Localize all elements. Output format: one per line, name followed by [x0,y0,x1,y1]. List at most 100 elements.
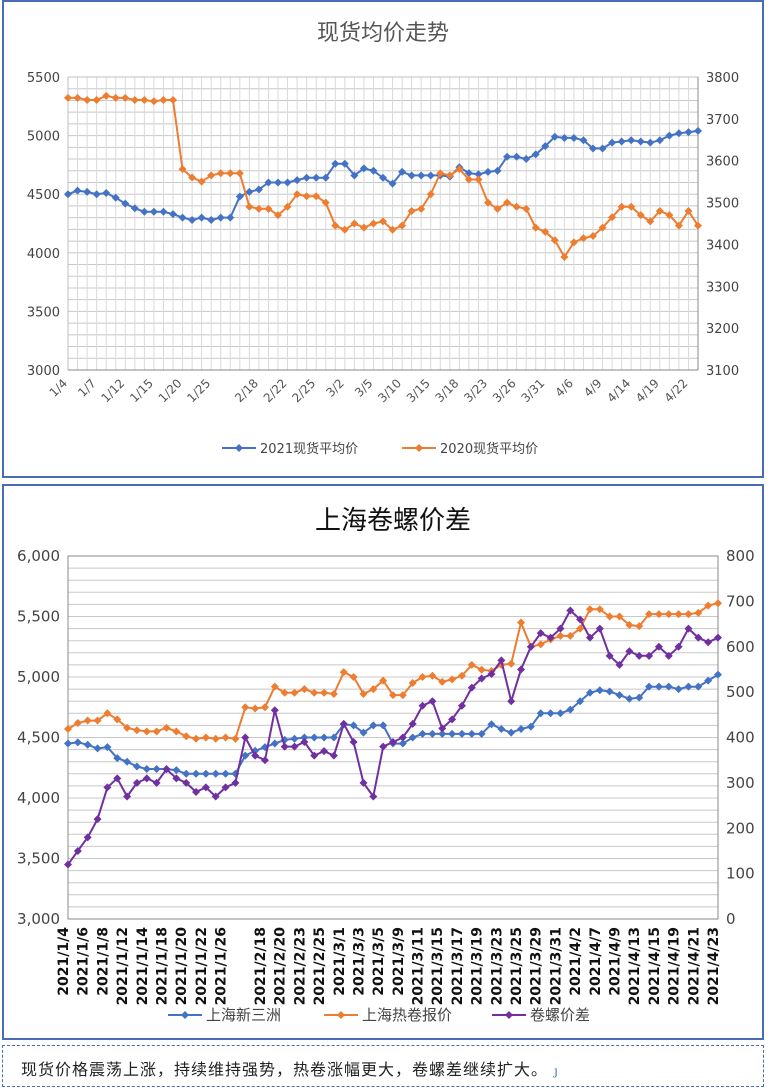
data-point [329,733,338,742]
data-point [192,734,201,743]
data-point [467,729,476,738]
data-point [417,171,426,180]
data-point [103,743,112,752]
legend-marker [181,1011,189,1019]
data-point [704,601,713,610]
data-point [226,213,235,222]
data-point [645,610,654,619]
data-point [92,190,101,199]
data-point [531,223,540,232]
data-point [123,792,132,801]
data-point [92,96,101,105]
data-point [359,778,368,787]
data-point [448,675,457,684]
x-tick-label: 2/25 [289,376,318,405]
data-point [64,190,72,199]
data-point [207,215,216,224]
data-point [251,704,260,713]
data-point [130,96,139,105]
y2-tick-label: 800 [726,547,755,565]
data-point [674,129,683,138]
data-point [576,624,585,633]
data-point [349,738,358,747]
data-point [407,206,416,215]
x-tick-label: 2021/2/18 [253,927,269,1005]
data-point [379,676,388,685]
data-point [714,599,722,608]
data-point [389,691,397,700]
data-point [546,633,555,642]
data-point [615,660,624,669]
data-point [484,167,492,176]
data-point [93,716,102,725]
data-point [300,685,309,694]
data-point [585,688,594,697]
data-point [408,733,417,742]
data-point [512,152,521,161]
data-point [694,682,703,691]
data-point [704,676,713,685]
data-point [560,133,569,142]
data-point [300,738,309,747]
data-point [408,719,417,728]
data-point [172,766,181,775]
data-point [274,211,282,220]
data-point [290,742,299,751]
data-point [264,178,273,187]
data-point [517,725,526,734]
data-point [536,629,545,638]
data-point [674,221,683,230]
data-point [579,136,588,145]
y-tick-label: 3,000 [17,910,60,928]
y2-tick-label: 600 [726,638,755,656]
data-point [484,198,492,207]
data-point [714,633,722,642]
x-tick-label: 2021/3/1 [332,927,348,996]
data-point [617,137,626,146]
data-point [149,207,158,216]
data-point [457,671,466,680]
y-tick-label: 5000 [27,130,60,145]
data-point [566,606,575,615]
data-point [512,202,521,211]
data-point [188,173,197,182]
data-point [428,697,437,706]
data-point [369,685,378,694]
data-point [635,622,644,631]
data-point [197,177,206,186]
data-point [579,234,588,243]
x-tick-label: 4/9 [581,376,605,400]
x-tick-label: 2021/4/7 [588,927,604,996]
data-point [310,688,319,697]
data-point [704,638,713,647]
data-point [625,694,634,703]
data-point [379,742,388,751]
series-line-2 [67,602,719,740]
data-point [398,739,407,748]
data-point [556,631,565,640]
data-point [426,171,435,180]
data-point [339,668,348,677]
y-tick-label: 4500 [27,188,60,203]
data-point [132,762,141,771]
data-point [531,150,540,159]
chart-title: 现货均价走势 [317,21,449,46]
x-tick-label: 2021/3/23 [489,927,505,1005]
data-point [329,689,338,698]
data-point [83,96,92,105]
data-point [369,219,378,228]
data-point [560,252,569,261]
data-point [517,665,526,674]
data-point [664,682,673,691]
data-point [197,213,206,222]
data-point [388,225,397,234]
data-point [140,96,149,105]
data-point [684,206,693,215]
data-point [448,729,457,738]
data-point [550,236,559,245]
data-point [312,173,321,182]
data-point [503,152,512,161]
data-point [121,93,130,102]
data-point [152,764,161,773]
x-tick-label: 3/10 [375,376,404,405]
